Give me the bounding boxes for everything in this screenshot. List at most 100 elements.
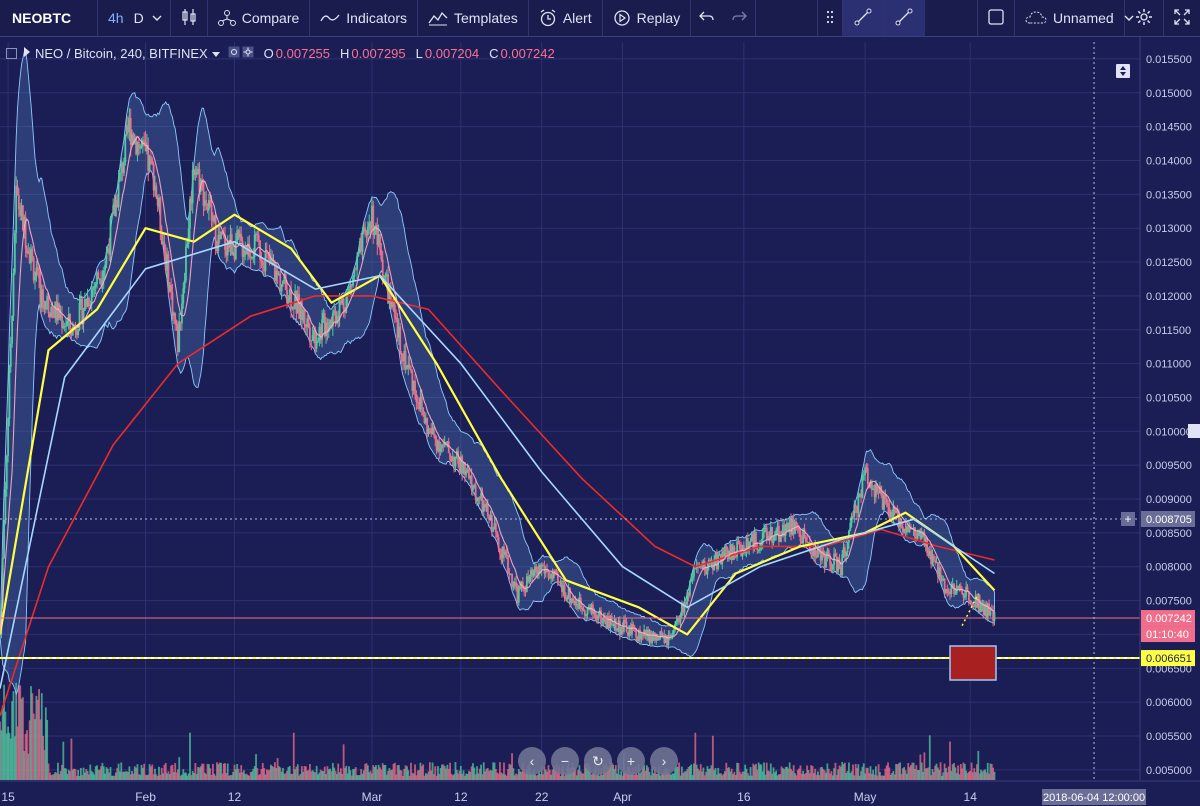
chart-type-button[interactable] [171,0,208,36]
scroll-left-button[interactable]: ‹ [518,747,546,775]
legend-chevron-icon[interactable] [211,46,220,61]
legend-eye-icon[interactable] [228,46,240,61]
undo-button[interactable] [691,0,723,36]
volume-bar [523,768,526,780]
volume-bar [67,769,70,780]
layout-menu[interactable]: Unnamed [1015,0,1134,36]
expand-button[interactable] [1164,0,1200,36]
crosshair-time-tag-bg [1042,789,1147,805]
chart-background [0,37,1200,806]
indicators-button[interactable]: Indicators [310,0,418,36]
candle-body [687,592,690,596]
interval-dropdown[interactable] [148,0,171,36]
candle-body [966,586,969,592]
candle-body [414,380,416,395]
volume-bar [92,772,94,780]
short-moving-average-line [0,135,995,639]
candle-body [702,561,705,569]
volume-bar [573,767,575,780]
settings-button[interactable] [1125,0,1164,36]
candle-body [715,552,718,570]
candle-body [30,248,32,264]
volume-bar [414,764,416,780]
candle-body [326,322,329,332]
fullscreen-toggle-button[interactable] [977,0,1015,36]
volume-bar [804,773,807,780]
candle-body [23,216,26,230]
volume-bar [862,763,865,780]
legend-settings-icon[interactable] [242,46,254,61]
volume-bar [136,764,139,780]
volume-bar [870,773,873,780]
candle-body [860,494,862,498]
volume-bar [751,775,753,780]
candle-body [389,291,392,308]
volume-bar [81,775,84,780]
candle-body [504,551,507,556]
candle-body [121,163,124,174]
volume-bar [957,765,959,780]
trend-line-tool-button[interactable] [843,0,884,36]
reset-button[interactable]: ↻ [584,747,612,775]
volume-bar [185,772,187,780]
compare-button[interactable]: Compare [208,0,311,36]
scroll-right-button[interactable]: › [650,747,678,775]
candle-body [96,272,98,285]
candle-body [222,234,225,236]
volume-bar [539,774,542,780]
volume-bar [621,775,624,780]
volume-bar [887,762,889,780]
volume-bar [821,767,823,780]
candle-body [567,587,570,598]
candle-body [573,601,575,603]
candle-body [62,326,65,328]
volume-bar [156,775,159,780]
legend-title[interactable]: NEO / Bitcoin, 240, BITFINEX [35,46,208,61]
symbol-input[interactable]: NEOBTC [0,0,98,36]
line-tool-button[interactable] [884,0,925,36]
candle-body [798,528,800,532]
time-axis[interactable] [0,781,1140,806]
candle-body [271,258,274,265]
volume-bar [963,764,966,780]
alert-button[interactable]: Alert [529,0,603,36]
candle-body [11,315,14,344]
replay-button[interactable]: Replay [603,0,692,36]
candle-body [244,250,247,256]
drag-handle[interactable] [817,0,843,36]
redo-button[interactable] [723,0,757,36]
zoom-in-button[interactable]: + [617,747,645,775]
candle-body [817,546,819,557]
candle-body [226,240,229,256]
collapse-legend-icon[interactable] [6,48,17,59]
price-chart[interactable]: 0.0155000.0150000.0145000.0140000.013500… [0,37,1200,806]
templates-button[interactable]: Templates [418,0,529,36]
volume-bar [668,773,671,780]
candle-body [888,506,891,518]
candle-body [614,618,617,631]
volume-bar [741,771,744,780]
volume-bar [459,765,462,780]
candle-body [408,364,411,369]
candle-body [426,417,429,434]
interval-d-button[interactable]: D [133,10,144,26]
candle-body [443,441,446,446]
volume-bar [108,772,111,780]
candle-body [881,495,884,510]
candle-body [916,533,919,539]
candle-body [571,598,574,603]
candle-body [178,321,181,353]
volume-bar [954,767,957,780]
candle-body [624,620,627,622]
interval-4h-button[interactable]: 4h [108,10,124,26]
volume-bar [132,773,135,780]
volume-bar [403,768,406,780]
candle-body [594,611,597,618]
candle-body [484,504,487,508]
candle-body [658,638,660,641]
zoom-out-button[interactable]: − [551,747,579,775]
volume-bar [249,772,252,780]
volume-bar [827,768,830,780]
candle-body [815,556,818,558]
candle-body [437,441,439,451]
